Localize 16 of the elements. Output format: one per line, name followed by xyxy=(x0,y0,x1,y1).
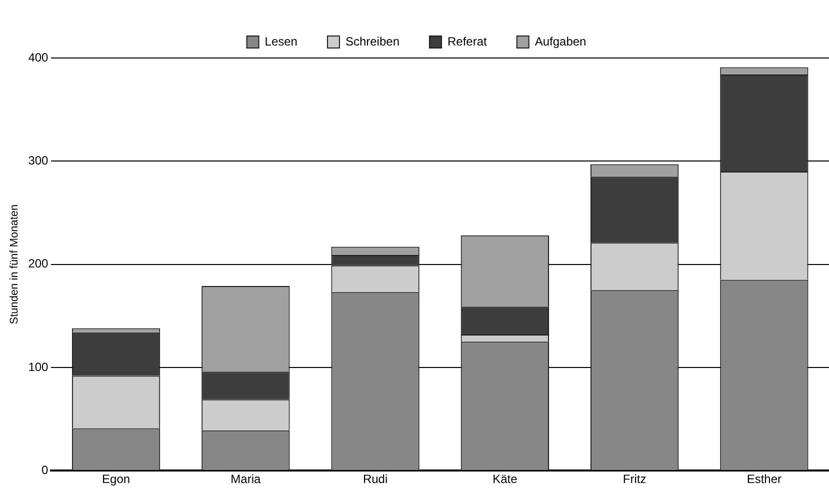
legend-label: Lesen xyxy=(264,34,298,48)
x-tick-label: Esther xyxy=(746,472,782,486)
legend-label: Aufgaben xyxy=(534,34,586,48)
y-tick-label: 100 xyxy=(28,360,49,374)
y-tick-label: 0 xyxy=(42,462,49,477)
x-tick-label: Maria xyxy=(230,472,261,486)
x-tick-label: Egon xyxy=(102,472,130,486)
y-tick-label: 200 xyxy=(28,256,49,271)
legend-label: Referat xyxy=(448,34,488,48)
legend-label: Schreiben xyxy=(345,34,400,48)
y-tick-label: 400 xyxy=(28,50,49,64)
x-tick-label: Fritz xyxy=(622,472,646,486)
y-axis-title: Stunden in fünf Monaten xyxy=(8,204,21,324)
x-tick-label: Käte xyxy=(492,472,518,486)
y-tick-label: 300 xyxy=(28,153,49,168)
x-tick-label: Rudi xyxy=(362,472,388,486)
